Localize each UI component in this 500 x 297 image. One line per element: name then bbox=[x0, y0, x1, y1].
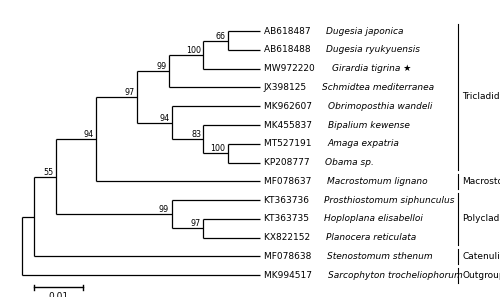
Text: Obama sp.: Obama sp. bbox=[325, 158, 374, 167]
Text: AB618487: AB618487 bbox=[264, 27, 313, 36]
Text: 55: 55 bbox=[44, 168, 54, 177]
Text: 100: 100 bbox=[210, 144, 226, 153]
Text: Amaga expatria: Amaga expatria bbox=[328, 139, 400, 148]
Text: 0.01: 0.01 bbox=[49, 292, 69, 297]
Text: MF078637: MF078637 bbox=[264, 177, 314, 186]
Text: KT363735: KT363735 bbox=[264, 214, 312, 223]
Text: 94: 94 bbox=[83, 130, 93, 139]
Text: Polycladida: Polycladida bbox=[462, 214, 500, 223]
Text: MK455837: MK455837 bbox=[264, 121, 314, 129]
Text: MK962607: MK962607 bbox=[264, 102, 314, 111]
Text: KP208777: KP208777 bbox=[264, 158, 312, 167]
Text: 94: 94 bbox=[159, 114, 169, 123]
Text: Tricladida: Tricladida bbox=[462, 92, 500, 101]
Text: Obrimoposthia wandeli: Obrimoposthia wandeli bbox=[328, 102, 432, 111]
Text: 97: 97 bbox=[124, 88, 135, 97]
Text: KT363736: KT363736 bbox=[264, 196, 312, 205]
Text: 97: 97 bbox=[191, 219, 201, 228]
Text: MW972220: MW972220 bbox=[264, 64, 318, 73]
Text: Outgroup: Outgroup bbox=[462, 271, 500, 280]
Text: Catenulida: Catenulida bbox=[462, 252, 500, 261]
Text: Prosthiostomum siphunculus: Prosthiostomum siphunculus bbox=[324, 196, 455, 205]
Text: MF078638: MF078638 bbox=[264, 252, 314, 261]
Text: Dugesia ryukyuensis: Dugesia ryukyuensis bbox=[326, 45, 420, 54]
Text: 83: 83 bbox=[191, 130, 201, 139]
Text: Dugesia japonica: Dugesia japonica bbox=[326, 27, 404, 36]
Text: JX398125: JX398125 bbox=[264, 83, 310, 92]
Text: MK994517: MK994517 bbox=[264, 271, 314, 280]
Text: KX822152: KX822152 bbox=[264, 233, 312, 242]
Text: Girardia tigrina ★: Girardia tigrina ★ bbox=[332, 64, 411, 73]
Text: 99: 99 bbox=[156, 62, 166, 71]
Text: 100: 100 bbox=[186, 46, 201, 55]
Text: 99: 99 bbox=[159, 205, 169, 214]
Text: Schmidtea mediterranea: Schmidtea mediterranea bbox=[322, 83, 434, 92]
Text: AB618488: AB618488 bbox=[264, 45, 313, 54]
Text: 66: 66 bbox=[216, 31, 226, 40]
Text: Bipalium kewense: Bipalium kewense bbox=[328, 121, 410, 129]
Text: Hoploplana elisabelloi: Hoploplana elisabelloi bbox=[324, 214, 423, 223]
Text: Planocera reticulata: Planocera reticulata bbox=[326, 233, 416, 242]
Text: Sarcophyton trocheliophorum: Sarcophyton trocheliophorum bbox=[328, 271, 463, 280]
Text: MT527191: MT527191 bbox=[264, 139, 314, 148]
Text: Macrostomida: Macrostomida bbox=[462, 177, 500, 186]
Text: Macrostomum lignano: Macrostomum lignano bbox=[328, 177, 428, 186]
Text: Stenostomum sthenum: Stenostomum sthenum bbox=[328, 252, 433, 261]
